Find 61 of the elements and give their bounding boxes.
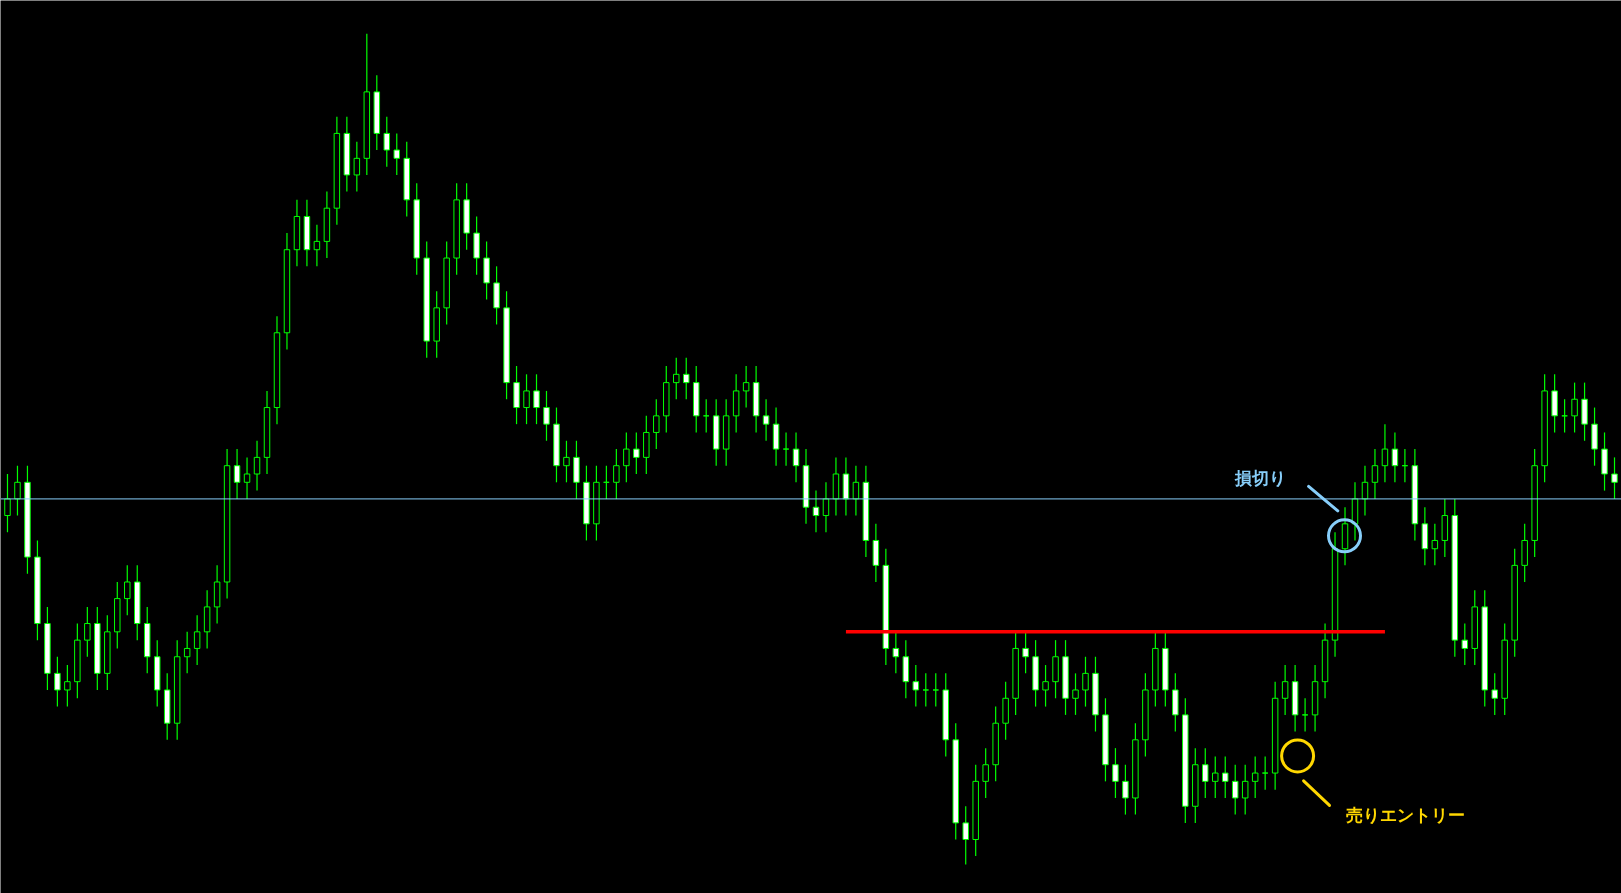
candlestick	[1371, 448, 1379, 500]
candlestick	[1301, 697, 1309, 733]
candlestick	[383, 116, 391, 168]
candlestick	[1112, 747, 1119, 799]
candlestick	[233, 448, 241, 500]
candlestick	[1571, 382, 1578, 434]
candlestick	[1022, 631, 1029, 674]
candlestick	[673, 357, 680, 400]
candlestick	[1122, 764, 1129, 816]
candlestick	[124, 564, 131, 616]
candlestick	[523, 373, 530, 425]
candlestick	[253, 440, 261, 492]
candlestick	[812, 490, 820, 533]
candlestick	[1072, 672, 1079, 716]
candlestick	[782, 431, 790, 467]
annotation: 損切り	[1234, 468, 1287, 489]
candlestick	[742, 365, 750, 409]
candlestick	[193, 614, 201, 666]
candlestick	[962, 805, 969, 866]
candlestick	[243, 456, 251, 500]
candlestick	[892, 631, 900, 674]
candlestick	[932, 672, 940, 708]
candlestick	[1042, 664, 1049, 708]
candlestick	[84, 606, 91, 658]
candlestick	[1231, 764, 1239, 816]
candlestick	[633, 431, 640, 475]
candlestick	[1251, 755, 1259, 799]
candlestick	[1241, 764, 1249, 816]
candlestick	[623, 431, 630, 483]
candlestick	[54, 656, 61, 708]
candlestick	[1202, 747, 1209, 799]
candlestick	[912, 664, 920, 708]
candlestick	[353, 141, 361, 193]
candlestick	[183, 631, 191, 674]
candlestick	[563, 440, 570, 483]
candlestick	[762, 398, 770, 442]
candlestick	[1281, 664, 1289, 716]
candlestick	[1082, 656, 1089, 708]
candlestick	[922, 672, 930, 708]
candlestick	[543, 390, 550, 442]
candlestick	[1381, 423, 1389, 483]
candlestick	[1431, 523, 1439, 566]
candlestick	[313, 224, 321, 267]
candlestick	[1261, 755, 1269, 791]
candlestick	[1391, 431, 1399, 483]
candlestick	[393, 132, 401, 176]
candlestick	[653, 398, 660, 450]
candlestick	[533, 373, 540, 425]
candlestick	[14, 465, 21, 517]
candlestick	[1491, 672, 1498, 716]
candlestick	[982, 747, 989, 799]
candlestick	[4, 473, 11, 533]
candlestick	[792, 431, 800, 483]
candlestick	[1221, 755, 1229, 799]
candlestick	[64, 664, 71, 708]
candlestick	[613, 448, 620, 500]
candlestick	[1611, 456, 1618, 500]
annotation: 売りエントリー	[1346, 804, 1466, 825]
candlestick	[1461, 622, 1469, 666]
candlestick	[682, 357, 690, 400]
candlestick	[1212, 755, 1219, 799]
